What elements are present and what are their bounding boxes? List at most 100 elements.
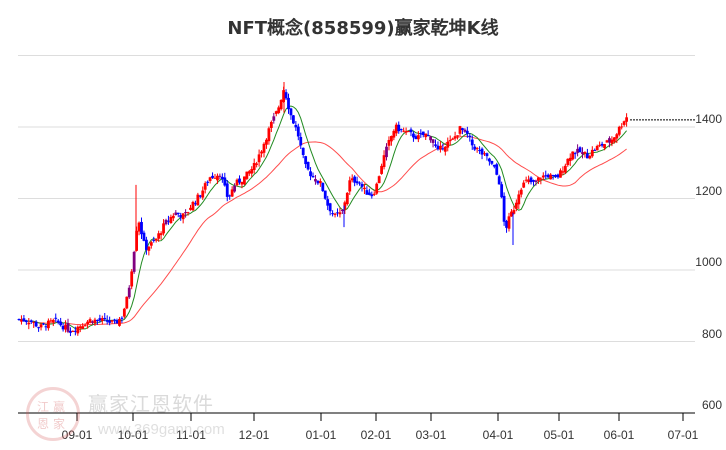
candle [588,155,592,159]
candle [154,238,158,241]
candle [527,179,530,183]
candle [524,179,528,181]
candles [17,81,628,337]
candle [211,175,214,178]
candle [563,165,567,173]
candle [309,171,312,177]
logo-char: 江 [37,400,50,414]
candle [377,176,381,184]
candle [468,135,472,138]
candle [135,230,138,251]
candle [37,327,40,329]
candle [267,128,271,142]
x-tick-label: 07-01 [667,428,699,442]
candle [571,151,575,160]
x-tick-label: 03-01 [415,428,447,442]
candle [544,175,548,177]
logo-char: 家 [53,417,66,431]
candle [115,320,119,324]
candle [436,145,440,150]
candle [39,324,43,328]
candle [451,138,455,140]
candle [147,246,151,251]
candle [142,232,146,241]
candle [93,319,97,324]
candle [426,135,430,137]
candle [203,183,207,190]
candle [539,178,543,180]
candle [164,219,168,225]
candle [610,139,614,144]
candle [96,320,99,322]
candle [348,180,352,192]
candle [86,321,89,325]
watermark-url: www.369gann.com [98,421,225,438]
x-axis [18,412,695,421]
candle [76,326,80,334]
candle [394,124,398,134]
candle [181,213,185,220]
candle [517,194,521,205]
candle [421,131,425,135]
candle [465,130,469,134]
candle [620,126,624,128]
candle [32,322,36,324]
candle [120,317,124,319]
candle [159,233,163,236]
candle [22,318,26,322]
candle [492,164,496,167]
candle [534,180,538,182]
candle [500,184,504,198]
candle [605,140,609,143]
candle [167,220,170,222]
candle [409,129,413,133]
candle [223,177,227,186]
ma-long-line [18,135,627,326]
candle [145,239,148,250]
candle [127,287,131,298]
candle [497,176,501,185]
candle [590,149,594,157]
ma-short-line [18,105,627,330]
candle [255,163,259,165]
candle [478,150,481,152]
candle [245,171,249,179]
candle [416,135,420,140]
candle [537,177,540,181]
candle [274,111,278,114]
candle [443,146,447,152]
candle [132,251,136,272]
candle [402,130,406,132]
candle [235,179,239,186]
candle [326,199,330,206]
candle [385,146,388,158]
candle [355,181,359,184]
candle [341,210,344,212]
candle [507,216,511,229]
candle [586,153,589,159]
candle [561,171,565,173]
candle [269,121,273,128]
candle [118,318,121,326]
candle [608,138,611,143]
candle [336,212,339,214]
logo-char: 恩 [37,417,50,431]
candle [566,158,570,165]
x-tick-label: 12-01 [238,428,270,442]
ma-short [18,105,627,330]
candle [461,128,464,131]
candle [512,210,516,214]
x-tick-label: 05-01 [543,428,575,442]
candle [532,180,535,182]
candle [44,326,48,328]
candle [130,271,134,287]
candle [208,177,212,182]
candle [399,128,403,130]
candle [380,165,383,174]
candle [238,178,241,183]
candle [419,133,423,135]
candle [514,202,518,209]
candle [162,223,165,234]
candle [549,174,553,180]
